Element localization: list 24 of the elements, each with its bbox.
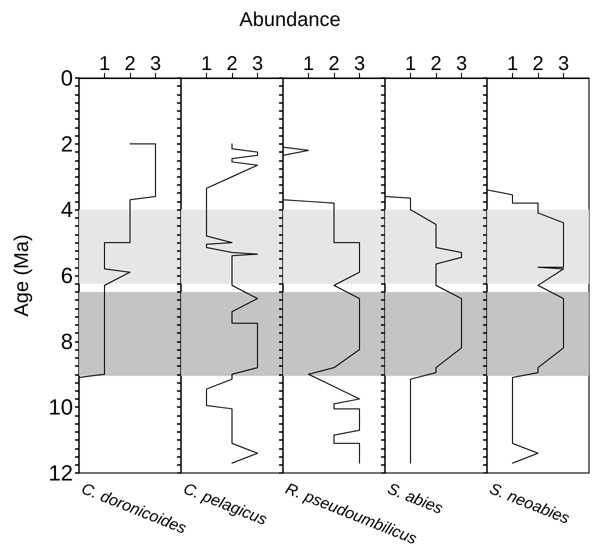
y-tick-label: 4: [60, 197, 73, 222]
y-tick-label: 12: [48, 460, 73, 486]
y-axis-title: Age (Ma): [11, 234, 33, 317]
x-tick-label: 1: [302, 53, 314, 75]
x-tick-label: 3: [354, 53, 366, 75]
x-tick-label: 1: [404, 53, 416, 75]
y-tick-label: 10: [48, 394, 73, 420]
x-tick-label: 2: [430, 53, 442, 75]
x-tick-label: 2: [124, 53, 136, 75]
y-tick-label: 8: [60, 328, 73, 354]
x-tick-label: 1: [98, 53, 110, 75]
y-tick-label: 6: [60, 263, 73, 288]
x-tick-label: 2: [328, 53, 340, 75]
x-tick-label: 3: [150, 53, 162, 75]
x-tick-label: 1: [506, 53, 518, 75]
x-tick-label: 3: [456, 53, 468, 75]
x-tick-label: 3: [252, 53, 264, 75]
x-tick-label: 2: [532, 53, 544, 75]
x-tick-label: 1: [200, 53, 212, 75]
y-tick-label: 0: [60, 66, 73, 90]
x-axis-title: Abundance: [239, 9, 341, 31]
x-tick-label: 3: [558, 53, 570, 75]
y-tick-label: 2: [60, 131, 73, 156]
x-tick-label: 2: [226, 53, 238, 75]
